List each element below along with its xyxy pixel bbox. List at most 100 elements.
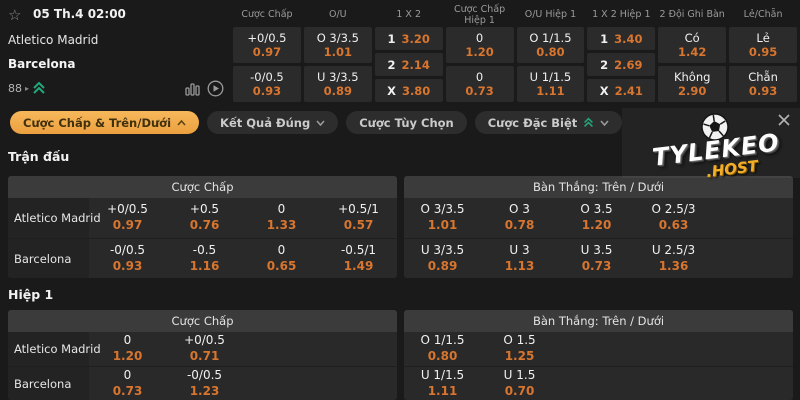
table-row: U 1/1.5 1.11 U 1.5 0.70 [404,366,793,400]
table-row: U 3/3.5 0.89 U 3 1.13 U 3.5 0.73 U 2.5/3 1.3… [404,238,793,278]
odds-column-ou: O/U O 3/3.5 1.01 U 3/3.5 0.89 [303,0,372,102]
odds-cell[interactable]: +0/0.5 0.71 [184,333,225,363]
column-header: O/U Hiệp 1 [524,9,577,21]
favorite-star-icon[interactable]: ☆ [8,6,22,24]
h1-totals-table: Bàn Thắng: Trên / Dưới O 1/1.5 0.80 O 1.5… [404,310,793,400]
table-row: Barcelona 0 0.73 -0/0.5 1.23 [8,366,397,400]
odds-box-btts-yes[interactable]: Có 1.42 [658,27,727,63]
table-row: O 1/1.5 0.80 O 1.5 1.25 [404,332,793,366]
table-title: Bàn Thắng: Trên / Dưới [404,310,793,332]
table-row: Atletico Madrid +0/0.5 0.97 +0.5 0.76 0 1.3… [8,198,397,238]
odds-cell[interactable]: 0 1.33 [266,202,297,232]
row-team-name: Barcelona [8,367,89,400]
row-team-name: Atletico Madrid [8,332,101,366]
table-title: Bàn Thắng: Trên / Dưới [404,176,793,198]
odds-column-odd-even: Lẻ/Chẵn Lẻ 0.95 Chẵn 0.93 [729,0,797,102]
odds-column-ou-h1: O/U Hiệp 1 O 1/1.5 0.80 U 1/1.5 1.11 [516,0,585,102]
odds-cell[interactable]: U 3.5 0.73 [580,242,613,273]
market-count: 88 [8,81,22,95]
odds-column-handicap: Cược Chấp +0/0.5 0.97 -0/0.5 0.93 [233,0,301,102]
odds-cell[interactable]: -0/0.5 1.23 [186,367,223,398]
column-header: 1 X 2 Hiệp 1 [592,9,651,21]
tab-custom-bets[interactable]: Cược Tùy Chọn [346,111,467,134]
odds-cell[interactable]: -0.5 1.16 [189,242,220,273]
tab-special-bets[interactable]: Cược Đặc Biệt [474,111,623,134]
odds-column-1x2: 1 X 2 1 3.20 2 2.14 X 3.80 [374,0,443,102]
odds-cell[interactable]: O 1.5 1.25 [503,333,536,363]
chevron-up-icon [177,119,186,126]
match-totals-table: Bàn Thắng: Trên / Dưới O 3/3.5 1.01 O 3 0.… [404,176,793,278]
odds-cell[interactable]: 0 0.65 [266,242,297,273]
tab-correct-score[interactable]: Kết Quả Đúng [207,111,339,134]
table-title: Cược Chấp [8,310,397,332]
table-row: O 3/3.5 1.01 O 3 0.78 O 3.5 1.20 O 2.5/3 0.6… [404,198,793,238]
column-header: 1 X 2 [396,9,421,21]
odds-box-x-h1[interactable]: X 2.41 [587,79,656,102]
odds-box-handicap-h1-home[interactable]: 0 1.20 [445,27,514,63]
trend-up-icon [583,117,594,128]
odds-box-1-h1[interactable]: 1 3.40 [587,27,656,50]
odds-box-2-h1[interactable]: 2 2.69 [587,53,656,76]
table-row: Barcelona -0/0.5 0.93 -0.5 1.16 0 0.65 -0.5… [8,238,397,278]
odds-cell[interactable]: O 2.5/3 0.63 [651,202,696,232]
caret-right-icon: ▸ [25,83,30,93]
away-team-name: Barcelona [8,57,76,71]
table-title: Cược Chấp [8,176,397,198]
chevron-down-icon [600,119,609,126]
row-team-name: Barcelona [8,239,89,278]
odds-column-handicap-h1: Cược Chấp Hiệp 1 0 1.20 0 0.73 [445,0,514,102]
odds-box-over[interactable]: O 3/3.5 1.01 [303,27,372,63]
odds-cell[interactable]: -0/0.5 0.93 [109,242,146,273]
home-team-name: Atletico Madrid [8,33,99,47]
odds-box-btts-no[interactable]: Không 2.90 [658,66,727,102]
market-tabs: Cược Chấp & Trên/Dưới Kết Quả Đúng Cược … [10,111,623,134]
odds-cell[interactable]: U 2.5/3 1.36 [651,242,696,273]
odds-cell[interactable]: U 1.5 0.70 [503,367,536,398]
odds-box-under[interactable]: U 3/3.5 0.89 [303,66,372,102]
column-header: Cược Chấp [241,9,293,21]
odds-box-handicap-away[interactable]: -0/0.5 0.93 [233,66,301,102]
odds-cell[interactable]: +0.5/1 0.57 [338,202,379,232]
section-title-half1: Hiệp 1 [8,287,54,302]
section-title-match: Trận đấu [8,149,70,164]
odds-cell[interactable]: O 3/3.5 1.01 [420,202,465,232]
odds-cell[interactable]: +0.5 0.76 [189,202,220,232]
odds-cell[interactable]: 0 0.73 [112,367,143,398]
chevron-down-icon [316,119,325,126]
odds-cell[interactable]: 0 1.20 [112,333,143,363]
tab-handicap-ou[interactable]: Cược Chấp & Trên/Dưới [10,111,200,134]
odds-cell[interactable]: U 3 1.13 [504,242,535,273]
column-header: Lẻ/Chẵn [743,9,783,21]
odds-box-x[interactable]: X 3.80 [374,79,443,102]
odds-box-even[interactable]: Chẵn 0.93 [729,66,797,102]
table-row: Atletico Madrid 0 1.20 +0/0.5 0.71 [8,332,397,366]
match-datetime: 05 Th.4 02:00 [33,7,126,21]
odds-cell[interactable]: O 3.5 1.20 [580,202,613,232]
live-play-icon[interactable] [207,80,224,97]
stats-bar-chart-icon[interactable] [185,82,200,96]
h1-handicap-table: Cược Chấp Atletico Madrid 0 1.20 +0/0.5 0.… [8,310,397,400]
odds-cell[interactable]: O 1/1.5 0.80 [420,333,465,363]
row-team-name: Atletico Madrid [8,198,101,238]
odds-cell[interactable]: U 1/1.5 1.11 [420,367,465,398]
odds-cell[interactable]: U 3/3.5 0.89 [420,242,465,273]
trend-up-icon [32,81,46,95]
odds-box-handicap-h1-away[interactable]: 0 0.73 [445,66,514,102]
more-markets-link[interactable]: 88 ▸ [8,81,46,95]
odds-cell[interactable]: +0/0.5 0.97 [107,202,148,232]
odds-cell[interactable]: -0.5/1 1.49 [340,242,377,273]
odds-column-1x2-h1: 1 X 2 Hiệp 1 1 3.40 2 2.69 X 2.41 [587,0,656,102]
odds-box-over-h1[interactable]: O 1/1.5 0.80 [516,27,585,63]
odds-cell[interactable]: O 3 0.78 [504,202,535,232]
odds-box-odd[interactable]: Lẻ 0.95 [729,27,797,63]
top-odds-grid: Cược Chấp +0/0.5 0.97 -0/0.5 0.93 O/U O … [233,0,797,102]
odds-column-btts: 2 Đội Ghi Bàn Có 1.42 Không 2.90 [658,0,727,102]
odds-box-1[interactable]: 1 3.20 [374,27,443,50]
soccer-ball-icon [698,110,732,144]
odds-box-handicap-home[interactable]: +0/0.5 0.97 [233,27,301,63]
close-icon[interactable] [776,112,792,128]
odds-box-under-h1[interactable]: U 1/1.5 1.11 [516,66,585,102]
column-header: 2 Đội Ghi Bàn [659,9,725,21]
odds-box-2[interactable]: 2 2.14 [374,53,443,76]
column-header: Cược Chấp Hiệp 1 [453,3,506,26]
